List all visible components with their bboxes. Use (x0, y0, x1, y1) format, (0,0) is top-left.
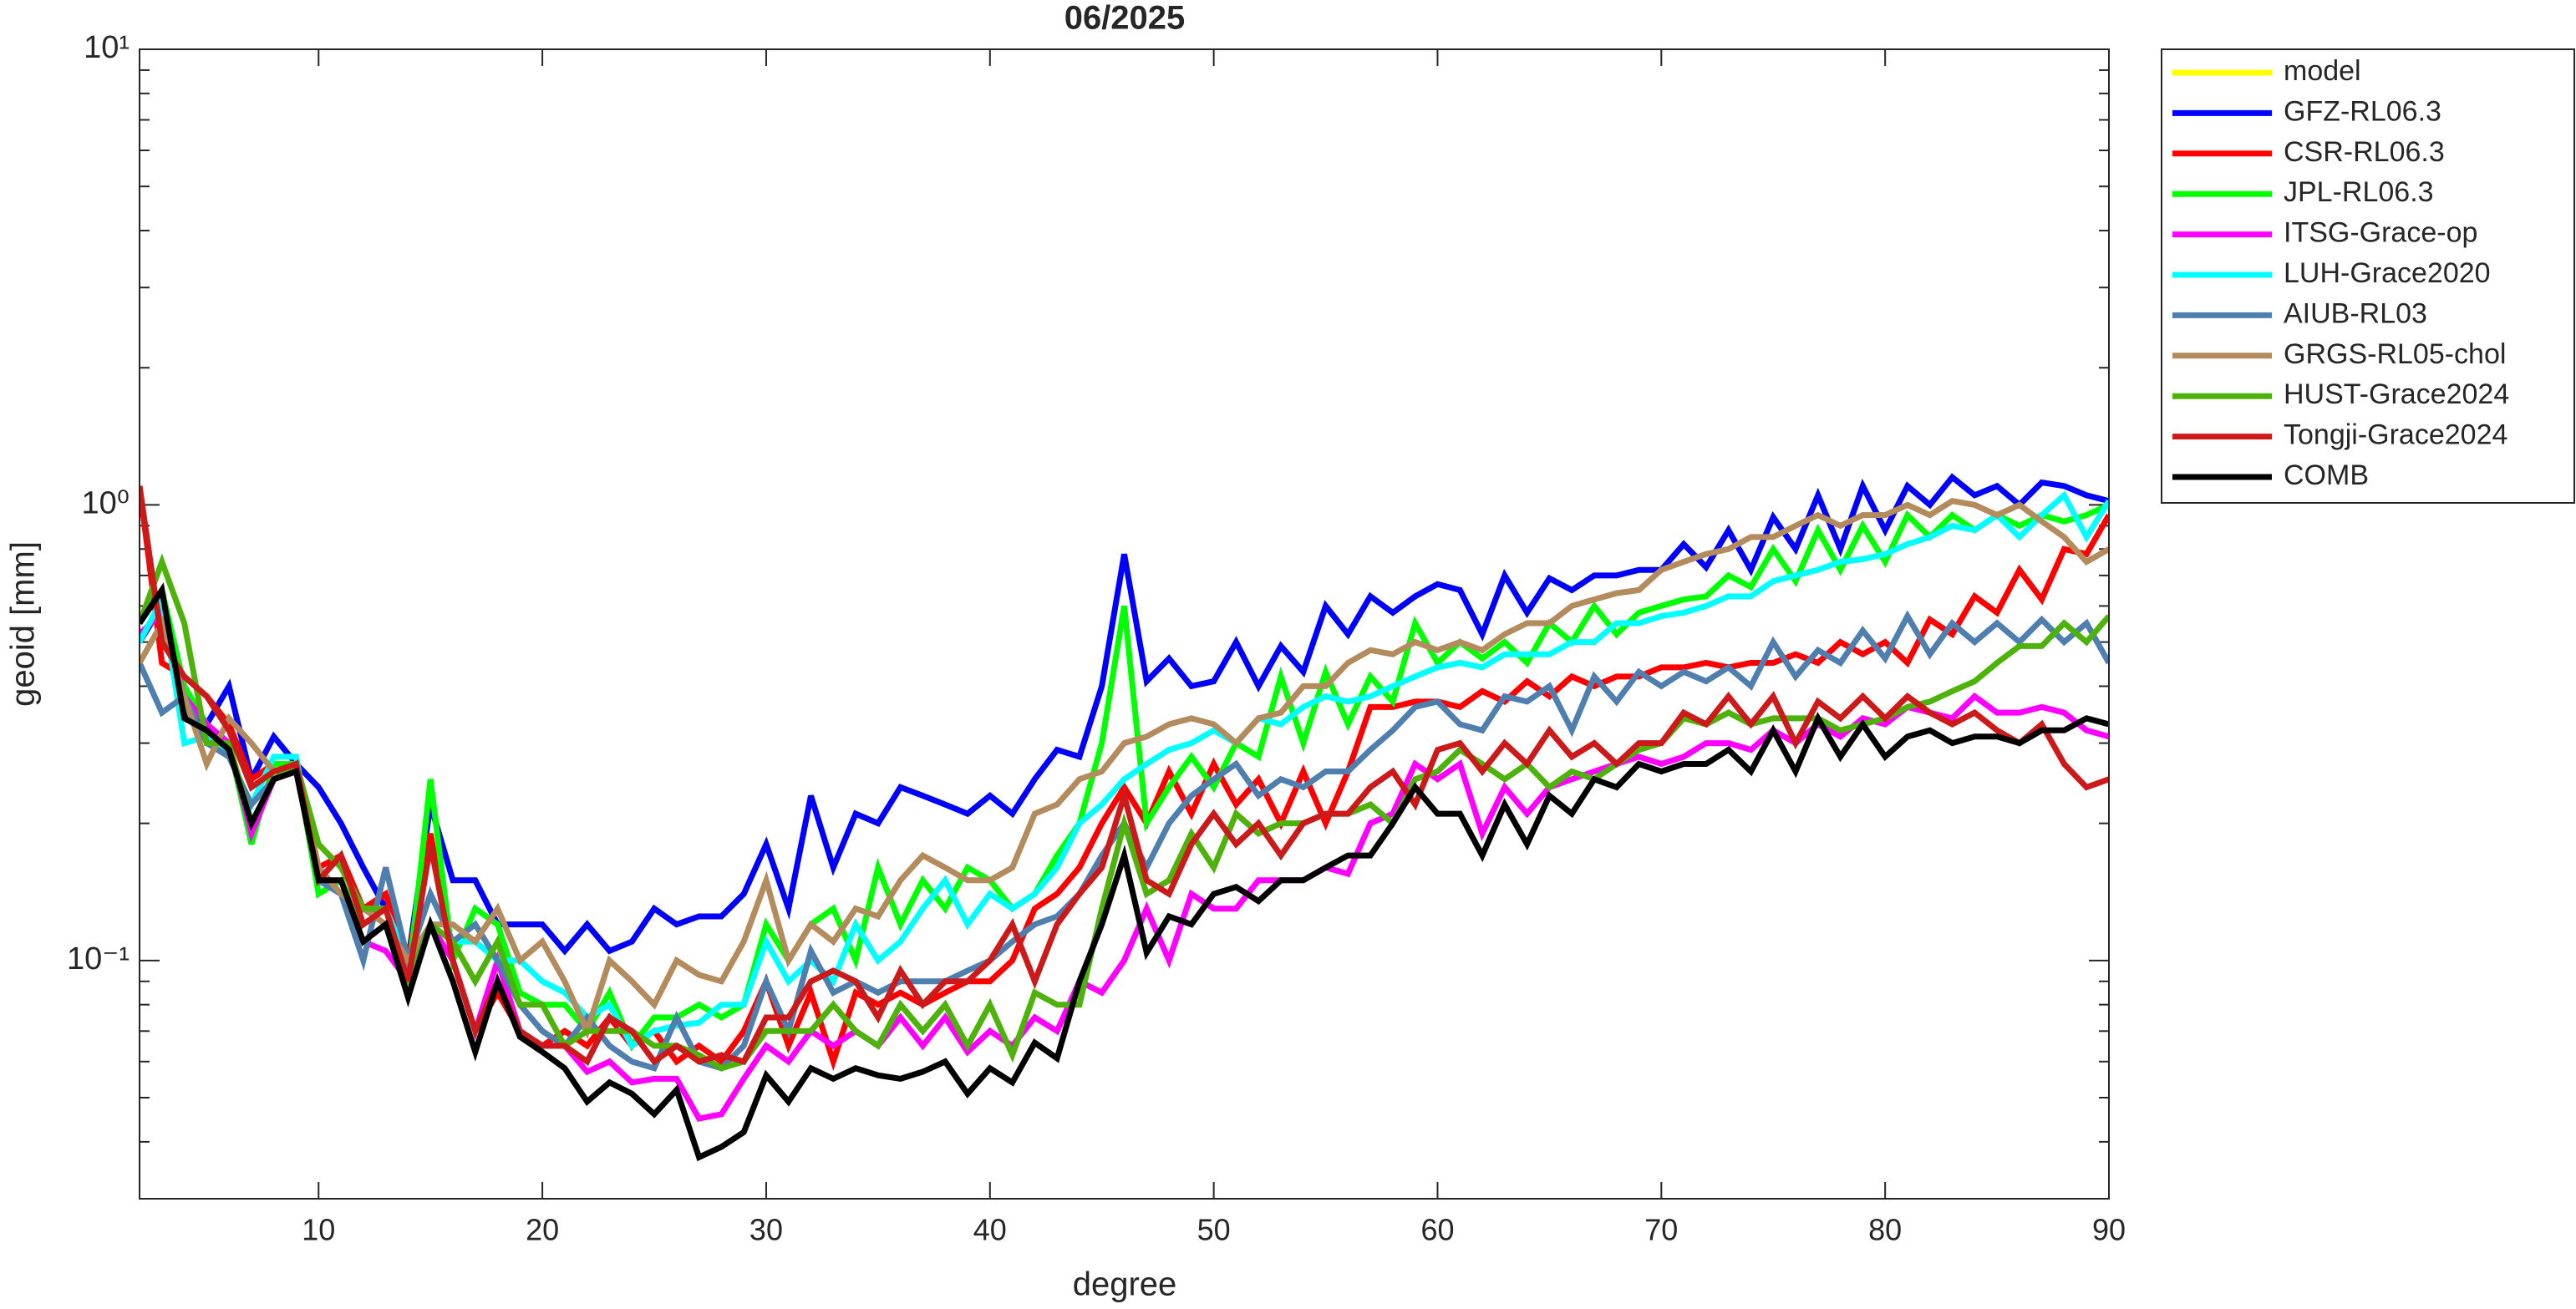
y-tick-label: 10⁻¹ (67, 941, 130, 977)
chart-title: 06/2025 (1064, 0, 1186, 37)
x-tick-label: 30 (749, 1213, 783, 1247)
legend-label: COMB (2284, 459, 2369, 491)
x-tick-label: 10 (302, 1213, 335, 1247)
axes-frame (139, 48, 2110, 1200)
x-tick-label: 80 (1868, 1213, 1902, 1247)
legend-label: GFZ-RL06.3 (2284, 95, 2441, 127)
x-tick-label: 50 (1197, 1213, 1231, 1247)
y-axis-label: geoid [mm] (5, 541, 42, 707)
x-tick-label: 20 (526, 1213, 559, 1247)
x-tick-label: 40 (973, 1213, 1007, 1247)
series-line (140, 490, 2109, 1050)
x-axis-label: degree (1073, 1266, 1177, 1303)
series-line (140, 582, 2109, 1162)
x-tick-label: 90 (2092, 1213, 2126, 1247)
series-line (140, 473, 2109, 972)
plot-area (140, 473, 2109, 1162)
y-tick-label: 10¹ (84, 30, 130, 65)
legend-label: Tongji-Grace2024 (2284, 419, 2507, 451)
legend-label: model (2284, 55, 2361, 87)
series-line (140, 498, 2109, 1040)
legend-label: ITSG-Grace-op (2284, 217, 2477, 249)
legend-label: HUST-Grace2024 (2284, 378, 2509, 410)
series-line (140, 502, 2109, 1052)
legend-label: CSR-RL06.3 (2284, 136, 2445, 168)
x-tick-label: 60 (1420, 1213, 1454, 1247)
series-line (140, 485, 2109, 1066)
y-tick-label: 10⁰ (81, 485, 130, 520)
legend-label: LUH-Grace2020 (2284, 257, 2491, 289)
legend-label: JPL-RL06.3 (2284, 176, 2434, 208)
legend-label: AIUB-RL03 (2284, 297, 2427, 329)
legend-label: GRGS-RL05-chol (2284, 338, 2506, 370)
x-tick-label: 70 (1644, 1213, 1678, 1247)
